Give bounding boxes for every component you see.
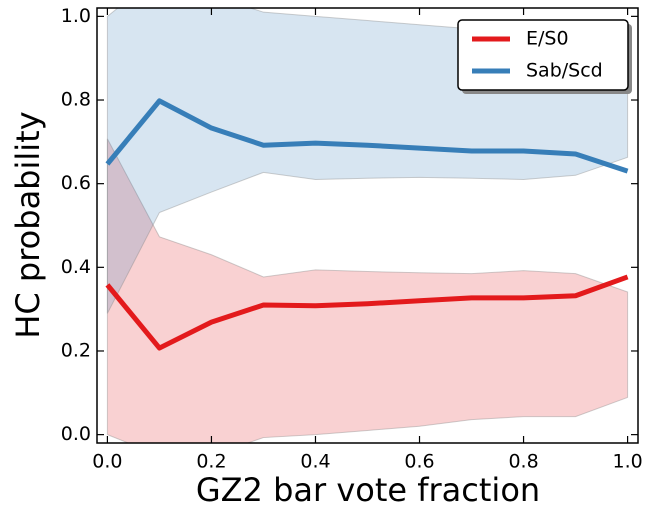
x-axis-label: GZ2 bar vote fraction — [196, 471, 540, 509]
line — [105, 98, 629, 174]
y-tick-label: 0.2 — [61, 339, 91, 361]
x-tick-label: 0.4 — [300, 451, 330, 473]
legend-label: Sab/Scd — [526, 60, 603, 82]
x-tick-label: 0.0 — [92, 451, 122, 473]
band — [106, 138, 629, 443]
x-tick-label: 0.2 — [196, 451, 226, 473]
legend-label: E/S0 — [526, 28, 569, 50]
x-tick-label: 0.8 — [508, 451, 538, 473]
y-tick-label: 1.0 — [61, 5, 91, 27]
plot-frame — [96, 7, 639, 444]
lines — [105, 98, 629, 351]
y-tick-label: 0.8 — [61, 89, 91, 111]
y-axis-label: HC probability — [9, 111, 47, 338]
y-tick-label: 0.6 — [61, 172, 91, 194]
line — [105, 274, 629, 351]
x-tick-label: 0.6 — [404, 451, 434, 473]
x-tick-label: 1.0 — [612, 451, 642, 473]
y-tick-label: 0.4 — [61, 256, 91, 278]
y-tick-label: 0.0 — [61, 423, 91, 445]
